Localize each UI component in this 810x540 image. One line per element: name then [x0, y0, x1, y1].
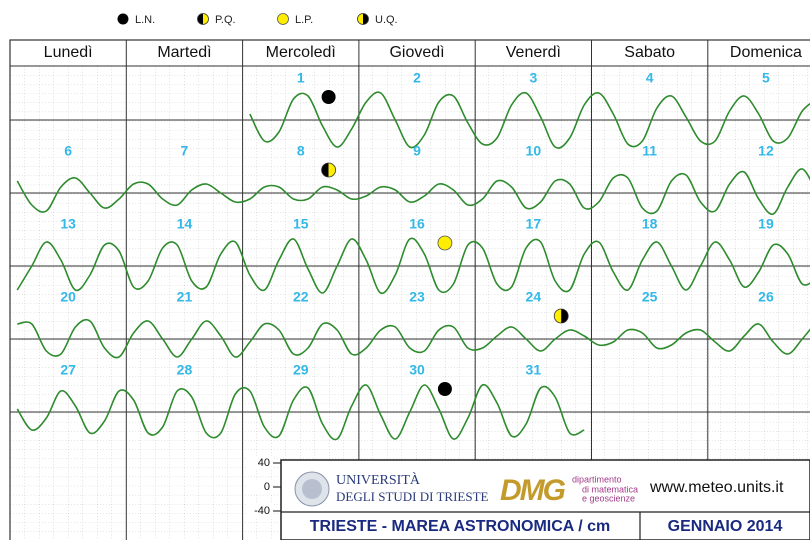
day-number: 22 [293, 289, 309, 305]
day-number: 25 [642, 289, 658, 305]
day-number: 1 [297, 70, 305, 86]
moon-half [363, 13, 369, 25]
day-number: 2 [413, 70, 421, 86]
day-number: 28 [177, 362, 193, 378]
university-name: DEGLI STUDI DI TRIESTE [336, 489, 489, 504]
moon-half [561, 309, 569, 323]
day-number: 8 [297, 143, 305, 159]
month-title: GENNAIO 2014 [668, 518, 783, 535]
day-number: 9 [413, 143, 421, 159]
weekday-label: Mercoledì [266, 44, 336, 61]
dept-logo: DMG [500, 474, 566, 507]
dept-name: di matematica [582, 484, 638, 494]
moon-disc [277, 13, 289, 25]
legend-label: L.N. [135, 14, 155, 26]
day-number: 13 [60, 216, 76, 232]
scale-label: 0 [264, 481, 270, 493]
day-number: 20 [60, 289, 76, 305]
moon-half [203, 13, 209, 25]
tide-curve [16, 168, 810, 216]
day-number: 24 [526, 289, 542, 305]
day-number: 23 [409, 289, 425, 305]
weekday-label: Sabato [624, 44, 675, 61]
day-number: 29 [293, 362, 309, 378]
university-seal [302, 479, 322, 499]
tide-curve [16, 237, 810, 295]
scale-label-bg [248, 456, 274, 470]
calendar-border [9, 39, 810, 540]
moon-icon [357, 13, 369, 25]
tide-curve [249, 91, 810, 149]
scale-label: 40 [258, 457, 270, 469]
legend-label: L.P. [295, 14, 313, 26]
day-number: 15 [293, 216, 309, 232]
moon-outline [197, 13, 209, 25]
day-number: 4 [646, 70, 654, 86]
day-number: 31 [526, 362, 542, 378]
day-number: 18 [642, 216, 658, 232]
moon-disc [321, 90, 336, 104]
scale-label-bg [248, 504, 274, 518]
moon-disc [117, 13, 129, 25]
day-number: 26 [758, 289, 774, 305]
day-number: 5 [762, 70, 770, 86]
scale-label: -40 [254, 505, 270, 517]
weekday-label: Giovedì [389, 44, 444, 61]
dept-name: e geoscienze [582, 493, 635, 503]
moon-icon [437, 382, 452, 396]
moon-icon [321, 162, 337, 178]
moon-icon [117, 13, 129, 25]
moon-half [328, 163, 336, 177]
moon-icon [197, 13, 209, 25]
day-number: 30 [409, 362, 425, 378]
moon-icon [321, 90, 336, 104]
footer-box [280, 459, 810, 540]
dept-name: dipartimento [572, 474, 622, 484]
tide-curve [16, 383, 585, 441]
day-number: 12 [758, 143, 774, 159]
moon-half [197, 13, 203, 25]
moon-icon [277, 13, 289, 25]
day-number: 17 [526, 216, 542, 232]
day-number: 6 [64, 143, 72, 159]
day-number: 19 [758, 216, 774, 232]
day-number: 11 [642, 143, 657, 159]
day-number: 16 [409, 216, 425, 232]
moon-half [321, 163, 329, 177]
moon-half [357, 13, 363, 25]
day-number: 14 [177, 216, 193, 232]
day-number: 3 [529, 70, 537, 86]
moon-outline [357, 13, 369, 25]
moon-outline [321, 162, 337, 178]
moon-disc [437, 382, 452, 396]
weekday-label: Venerdì [506, 44, 561, 61]
moon-disc [437, 235, 453, 251]
day-number: 21 [177, 289, 193, 305]
legend-label: P.Q. [215, 14, 236, 26]
tide-curve [17, 318, 810, 359]
day-number: 27 [60, 362, 76, 378]
legend-label: U.Q. [375, 14, 398, 26]
website: www.meteo.units.it [649, 479, 784, 496]
moon-icon [553, 308, 569, 324]
weekday-label: Domenica [730, 44, 802, 61]
day-number: 10 [526, 143, 542, 159]
weekday-label: Martedì [157, 44, 211, 61]
chart-title: TRIESTE - MAREA ASTRONOMICA / cm [310, 518, 610, 535]
scale-label-bg [248, 480, 274, 494]
moon-outline [553, 308, 569, 324]
weekday-label: Lunedì [44, 44, 93, 61]
moon-half [554, 309, 562, 323]
university-name: UNIVERSITÀ [336, 471, 421, 488]
day-number: 7 [181, 143, 189, 159]
moon-icon [437, 235, 453, 251]
